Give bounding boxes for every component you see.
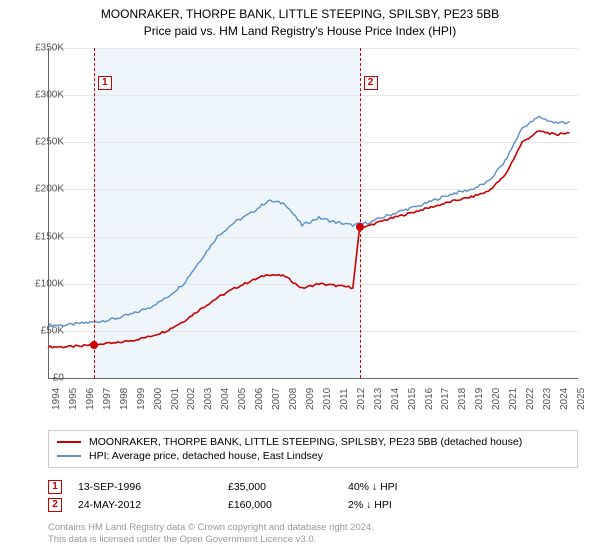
x-axis-label: 2007 [271,388,282,410]
sales-row: 2 24-MAY-2012 £160,000 2% ↓ HPI [48,496,578,514]
y-axis-label: £300K [35,90,64,101]
x-axis-label: 2010 [322,388,333,410]
sale-price: £160,000 [228,499,348,511]
x-axis-label: 2003 [203,388,214,410]
y-axis-label: £100K [35,278,64,289]
chart-container: MOONRAKER, THORPE BANK, LITTLE STEEPING,… [0,0,600,560]
x-axis-label: 1999 [136,388,147,410]
legend-label: MOONRAKER, THORPE BANK, LITTLE STEEPING,… [89,436,522,448]
sale-marker-box: 1 [98,76,112,90]
x-axis-label: 1998 [119,388,130,410]
legend-swatch [57,455,81,457]
y-axis-label: £250K [35,137,64,148]
sale-date: 24-MAY-2012 [78,499,228,511]
y-axis-label: £0 [53,373,64,384]
x-axis-label: 2004 [220,388,231,410]
sale-vline [360,48,361,378]
x-axis-label: 2016 [424,388,435,410]
attribution: Contains HM Land Registry data © Crown c… [48,522,578,547]
x-axis-label: 2008 [288,388,299,410]
chart-lines-svg [48,48,578,378]
attribution-line-2: This data is licensed under the Open Gov… [48,534,578,546]
legend-row: HPI: Average price, detached house, East… [57,449,569,463]
y-axis-label: £50K [41,325,64,336]
sale-number-box: 1 [48,480,62,494]
sale-point [90,341,98,349]
chart-plot-area: 12 [48,48,578,378]
sale-vline [94,48,95,378]
x-axis-label: 2001 [170,388,181,410]
title-block: MOONRAKER, THORPE BANK, LITTLE STEEPING,… [0,0,600,40]
x-axis-label: 2011 [339,388,350,410]
x-axis-label: 2009 [305,388,316,410]
x-axis-label: 2019 [474,388,485,410]
x-axis-label: 2024 [559,388,570,410]
x-axis-label: 2012 [356,388,367,410]
series-price_paid [48,131,570,348]
x-axis-label: 1995 [68,388,79,410]
legend-and-footer: MOONRAKER, THORPE BANK, LITTLE STEEPING,… [48,430,578,547]
title-line-2: Price paid vs. HM Land Registry's House … [0,23,600,40]
x-axis-label: 1996 [85,388,96,410]
sale-point [356,223,364,231]
x-axis [48,378,578,379]
x-axis-label: 2022 [525,388,536,410]
x-axis-label: 2000 [153,388,164,410]
sale-date: 13-SEP-1996 [78,481,228,493]
x-axis-label: 2021 [508,388,519,410]
sale-marker-box: 2 [364,76,378,90]
sale-delta: 40% ↓ HPI [348,481,468,493]
x-axis-label: 2015 [407,388,418,410]
x-axis-label: 2002 [186,388,197,410]
x-axis-label: 2025 [576,388,587,410]
sale-price: £35,000 [228,481,348,493]
attribution-line-1: Contains HM Land Registry data © Crown c… [48,522,578,534]
x-axis-label: 1997 [102,388,113,410]
y-axis-label: £200K [35,184,64,195]
x-axis-label: 2005 [237,388,248,410]
x-axis-label: 2018 [457,388,468,410]
sales-row: 1 13-SEP-1996 £35,000 40% ↓ HPI [48,478,578,496]
y-axis-label: £350K [35,43,64,54]
legend-row: MOONRAKER, THORPE BANK, LITTLE STEEPING,… [57,435,569,449]
sale-delta: 2% ↓ HPI [348,499,468,511]
sale-number-box: 2 [48,498,62,512]
title-line-1: MOONRAKER, THORPE BANK, LITTLE STEEPING,… [0,6,600,23]
legend-box: MOONRAKER, THORPE BANK, LITTLE STEEPING,… [48,430,578,468]
y-axis-label: £150K [35,231,64,242]
x-axis-label: 2013 [373,388,384,410]
x-axis-label: 1994 [51,388,62,410]
sales-table: 1 13-SEP-1996 £35,000 40% ↓ HPI 2 24-MAY… [48,478,578,514]
series-hpi [48,116,570,326]
x-axis-label: 2020 [491,388,502,410]
legend-swatch [57,441,81,443]
x-axis-label: 2006 [254,388,265,410]
x-axis-label: 2014 [390,388,401,410]
x-axis-label: 2023 [542,388,553,410]
x-axis-label: 2017 [440,388,451,410]
legend-label: HPI: Average price, detached house, East… [89,450,323,462]
